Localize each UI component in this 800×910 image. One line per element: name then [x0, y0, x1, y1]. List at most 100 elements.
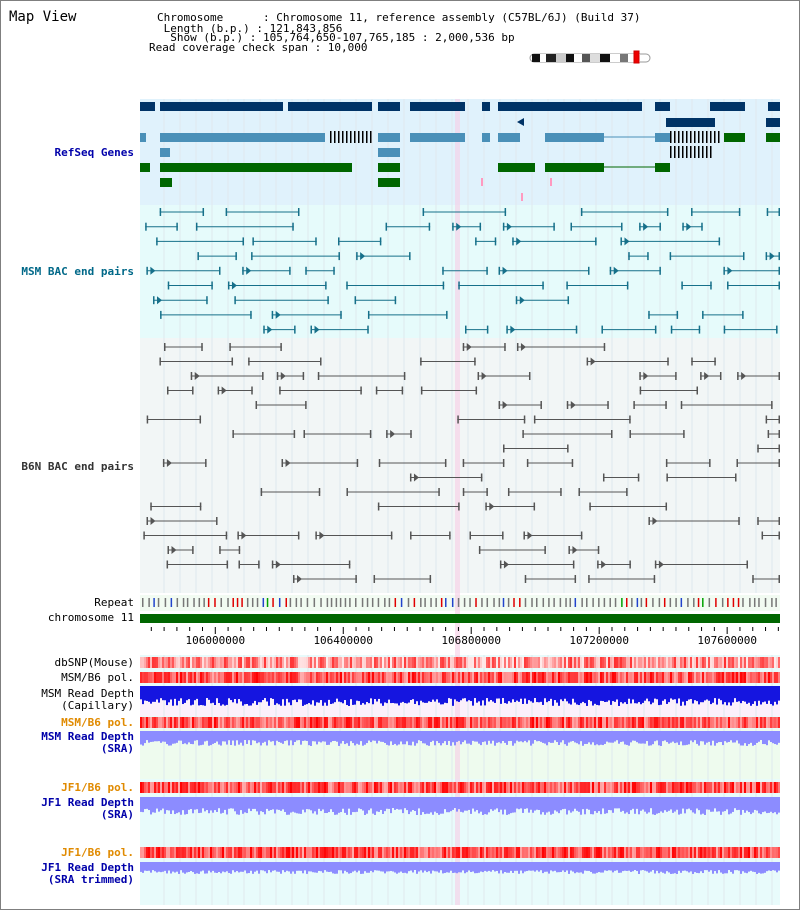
jf1-b6-pol-heat — [196, 847, 198, 858]
msm-b6-pol-heat — [266, 672, 268, 683]
b6n-bac-pair-end — [410, 430, 412, 438]
repeat-element — [771, 598, 773, 607]
msm-b6-pol-heat — [680, 717, 682, 728]
msm-b6-pol-heat — [170, 672, 172, 683]
jf1-b6-pol-heat — [430, 847, 432, 858]
dbsnp-heat — [428, 657, 430, 668]
msm-b6-pol-heat — [770, 672, 772, 683]
msm-b6-pol-heat — [156, 717, 158, 728]
msm-b6-pol-heat — [378, 672, 380, 683]
jf1-trimmed-depth-bar — [464, 862, 466, 874]
jf1-sra-depth-bar — [478, 797, 480, 814]
msm-b6-pol-heat — [440, 717, 442, 728]
msm-sra-depth-bar — [318, 731, 320, 742]
msm-bac-pair-end — [778, 252, 780, 261]
msm-bac-pair-arrow — [686, 222, 692, 231]
jf1-b6-pol-heat — [344, 847, 346, 858]
msm-sra-depth-bar — [674, 731, 676, 744]
msm-b6-pol-heat — [276, 672, 278, 683]
refseq-gene-exon — [766, 133, 780, 142]
jf1-sra-depth-bar — [594, 797, 596, 812]
msm-b6-pol-heat — [316, 672, 318, 683]
msm-sra-depth-bar — [352, 731, 354, 744]
dbsnp-heat — [502, 657, 504, 668]
jf1-sra-depth-bar — [528, 797, 530, 813]
msm-sra-depth-bar — [632, 731, 634, 741]
jf1-sra-depth-bar — [508, 797, 510, 815]
msm-capillary-depth-bar — [266, 686, 268, 702]
msm-capillary-depth-bar — [162, 686, 164, 701]
jf1-b6-pol-heat — [620, 782, 622, 793]
dbsnp-heat — [536, 657, 538, 668]
dbsnp-heat — [774, 657, 776, 668]
msm-b6-pol-heat — [314, 672, 316, 683]
jf1-b6-pol-heat — [734, 847, 736, 858]
jf1-b6-pol-heat — [208, 847, 210, 858]
jf1-b6-pol-heat — [600, 782, 602, 793]
dbsnp-heat — [206, 657, 208, 668]
jf1-b6-pol-heat — [388, 782, 390, 793]
jf1-b6-pol-heat — [252, 782, 254, 793]
msm-b6-pol-heat — [774, 717, 776, 728]
jf1-b6-pol-heat — [390, 782, 392, 793]
jf1-b6-pol-heat — [426, 847, 428, 858]
dbsnp-heat — [226, 657, 228, 668]
jf1-b6-pol-heat — [450, 847, 452, 858]
jf1-b6-pol-heat — [682, 847, 684, 858]
dbsnp-heat — [772, 657, 774, 668]
jf1-b6-pol-heat — [446, 847, 448, 858]
jf1-b6-pol-heat — [444, 847, 446, 858]
jf1-trimmed-depth-bar — [566, 862, 568, 871]
msm-capillary-depth-bar — [744, 686, 746, 702]
msm-b6-pol-heat — [682, 672, 684, 683]
repeat-element — [535, 598, 538, 607]
b6n-bac-pair-end — [403, 372, 406, 380]
jf1-sra-depth-bar — [410, 797, 412, 812]
jf1-sra-depth-bar — [220, 797, 222, 814]
jf1-trimmed-depth-bar — [592, 862, 594, 874]
dbsnp-heat — [646, 657, 648, 668]
msm-sra-depth-bar — [624, 731, 626, 745]
dbsnp-heat — [678, 657, 680, 668]
msm-b6-pol-heat — [666, 672, 668, 683]
jf1-b6-pol-heat — [606, 847, 608, 858]
jf1-sra-depth-bar — [644, 797, 646, 812]
msm-capillary-depth-bar — [664, 686, 666, 700]
dbsnp-heat — [356, 657, 358, 668]
jf1-trimmed-depth-bar — [730, 862, 732, 872]
jf1-b6-pol-heat — [486, 782, 488, 793]
jf1-trimmed-depth-bar — [144, 862, 146, 871]
jf1-b6-pol-heat — [396, 847, 398, 858]
msm-b6-pol-heat — [446, 672, 448, 683]
msm-sra-depth-bar — [170, 731, 172, 746]
msm-b6-pol-heat — [330, 717, 332, 728]
jf1-trimmed-depth-bar — [590, 862, 592, 872]
msm-bac-pair-arrow — [314, 325, 320, 334]
dbsnp-heat — [514, 657, 516, 668]
b6n-bac-pair-end — [778, 575, 780, 583]
jf1-b6-pol-heat — [260, 782, 262, 793]
jf1-sra-depth-bar — [560, 797, 562, 811]
jf1-sra-depth-bar — [234, 797, 236, 812]
jf1-trimmed-depth-bar — [596, 862, 598, 873]
refseq-gene-exon — [288, 102, 372, 111]
jf1-b6-pol-heat — [188, 847, 190, 858]
jf1-trimmed-depth-bar — [564, 862, 566, 873]
jf1-b6-pol-heat — [362, 782, 364, 793]
msm-capillary-depth-bar — [454, 686, 456, 700]
msm-sra-depth-bar — [640, 731, 642, 744]
msm-b6-pol-heat — [614, 672, 616, 683]
dbsnp-heat — [426, 657, 428, 668]
msm-sra-depth-bar — [492, 731, 494, 741]
jf1-trimmed-depth-bar — [548, 862, 550, 874]
msm-capillary-depth-bar — [516, 686, 518, 701]
jf1-b6-pol-heat — [566, 782, 568, 793]
msm-bac-pair-end — [479, 222, 482, 231]
msm-sra-depth-bar — [548, 731, 550, 743]
jf1-sra-depth-bar — [680, 797, 682, 814]
jf1-b6-pol-heat — [210, 782, 212, 793]
jf1-b6-pol-heat — [234, 847, 236, 858]
jf1-b6-pol-heat — [404, 847, 406, 858]
msm-capillary-depth-bar — [730, 686, 732, 706]
